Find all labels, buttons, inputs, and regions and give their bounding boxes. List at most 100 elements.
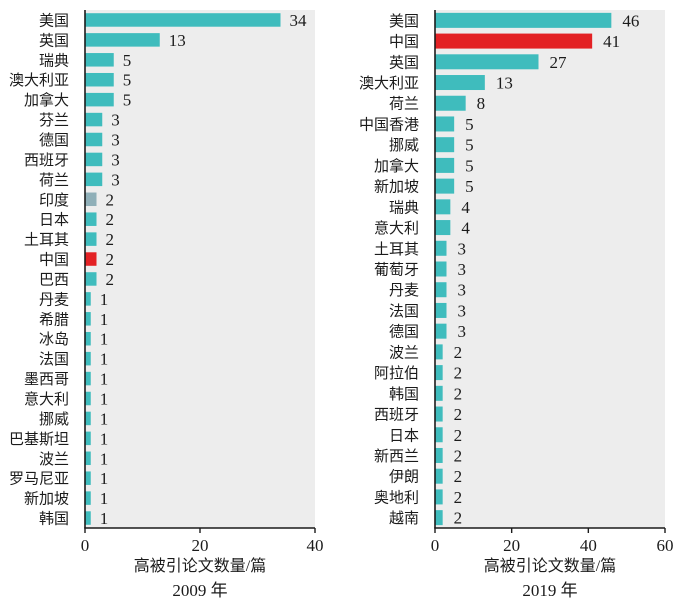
value-label: 2 (454, 488, 463, 507)
bar-土耳其 (435, 240, 447, 256)
bar-挪威 (85, 411, 91, 426)
value-label: 5 (465, 156, 474, 175)
category-label: 澳大利亚 (359, 75, 419, 92)
value-label: 8 (477, 94, 486, 113)
bar-波兰 (85, 451, 91, 466)
bar-韩国 (85, 511, 91, 525)
bar-德国 (435, 323, 447, 339)
category-label: 中国 (39, 252, 69, 269)
value-label: 46 (622, 11, 639, 30)
chart-2019: 美国 46 中国 41 英国 27 澳大利亚 13 荷兰 8 中国香港 5 挪威 5 加拿大 5 新加坡 5 瑞典 4… (350, 0, 700, 603)
bar-澳大利亚 (435, 75, 485, 91)
value-label: 34 (290, 11, 308, 30)
bar-法国 (435, 302, 447, 318)
category-label: 波兰 (39, 451, 69, 468)
bar-巴西 (85, 272, 97, 286)
category-label: 德国 (39, 131, 69, 149)
bar-伊朗 (435, 468, 443, 484)
category-label: 瑞典 (389, 199, 419, 216)
value-label: 1 (100, 350, 109, 369)
category-label: 荷兰 (39, 172, 69, 189)
bar-德国 (85, 132, 103, 147)
value-label: 1 (100, 390, 109, 409)
x-axis-tick-label: 0 (431, 536, 440, 555)
category-label: 加拿大 (24, 91, 69, 109)
category-label: 法国 (39, 351, 69, 368)
bar-瑞典 (435, 199, 451, 215)
category-label: 挪威 (389, 137, 419, 154)
bar-希腊 (85, 312, 91, 326)
category-label: 澳大利亚 (9, 72, 69, 89)
category-label: 西班牙 (374, 407, 419, 424)
category-label: 英国 (389, 53, 419, 71)
bar-新加坡 (435, 178, 455, 194)
bar-意大利 (435, 220, 451, 236)
category-label: 丹麦 (39, 291, 69, 308)
category-label: 希腊 (39, 311, 69, 328)
bar-美国 (85, 13, 281, 27)
value-label: 2 (106, 230, 115, 249)
value-label: 1 (100, 409, 109, 428)
value-label: 3 (458, 239, 467, 258)
value-label: 13 (496, 74, 513, 93)
value-label: 1 (100, 469, 109, 488)
category-label: 中国香港 (359, 116, 419, 133)
value-label: 3 (111, 131, 120, 150)
category-label: 土耳其 (374, 241, 419, 258)
category-label: 韩国 (389, 386, 419, 403)
category-label: 新西兰 (374, 448, 419, 465)
value-label: 2 (106, 190, 115, 209)
category-label: 新加坡 (24, 491, 69, 508)
bar-奥地利 (435, 489, 443, 505)
value-label: 2 (454, 467, 463, 486)
value-label: 3 (458, 322, 467, 341)
category-label: 芬兰 (39, 112, 69, 129)
category-label: 阿拉伯 (374, 365, 419, 382)
value-label: 1 (100, 370, 109, 389)
category-label: 日本 (389, 427, 419, 444)
value-label: 4 (461, 219, 470, 238)
bar-墨西哥 (85, 371, 91, 386)
category-label: 意大利 (374, 219, 419, 237)
category-label: 印度 (39, 192, 69, 209)
bar-罗马尼亚 (85, 471, 91, 485)
category-label: 意大利 (24, 390, 69, 408)
bar-冰岛 (85, 331, 91, 346)
chart-2009-svg: 美国 34 英国 13 瑞典 5 澳大利亚 5 加拿大 5 芬兰 3 德国 3 西班牙 3 荷兰 3 印度 2 日本 2 土… (9, 10, 324, 600)
value-label: 2 (454, 509, 463, 528)
bar-荷兰 (435, 95, 466, 111)
category-label: 瑞典 (39, 52, 69, 69)
value-label: 2 (454, 384, 463, 403)
x-axis-tick-label: 20 (192, 536, 209, 555)
x-axis-tick-label: 40 (580, 536, 597, 555)
bar-荷兰 (85, 172, 103, 187)
category-label: 法国 (389, 303, 419, 320)
bar-韩国 (435, 385, 443, 401)
value-label: 2 (106, 250, 115, 269)
value-label: 1 (100, 449, 109, 468)
category-label: 韩国 (39, 511, 69, 528)
x-axis-tick-label: 0 (81, 536, 90, 555)
value-label: 3 (111, 150, 120, 169)
category-label: 伊朗 (389, 469, 419, 486)
value-label: 1 (100, 290, 109, 309)
category-label: 丹麦 (389, 282, 419, 299)
value-label: 2 (454, 405, 463, 424)
bar-挪威 (435, 137, 455, 153)
bar-英国 (435, 54, 539, 70)
category-label: 新加坡 (374, 179, 419, 196)
category-label: 巴基斯坦 (9, 431, 69, 448)
bar-美国 (435, 12, 612, 28)
category-label: 加拿大 (374, 157, 419, 175)
category-label: 葡萄牙 (374, 262, 419, 279)
value-label: 1 (100, 310, 109, 329)
bar-波兰 (435, 344, 443, 360)
bar-新西兰 (435, 447, 443, 463)
value-label: 2 (106, 210, 115, 229)
value-label: 3 (458, 260, 467, 279)
bar-丹麦 (435, 282, 447, 298)
bar-日本 (85, 212, 97, 226)
chart-2019-svg: 美国 46 中国 41 英国 27 澳大利亚 13 荷兰 8 中国香港 5 挪威 5 加拿大 5 新加坡 5 瑞典 4… (359, 10, 674, 600)
value-label: 3 (111, 170, 120, 189)
